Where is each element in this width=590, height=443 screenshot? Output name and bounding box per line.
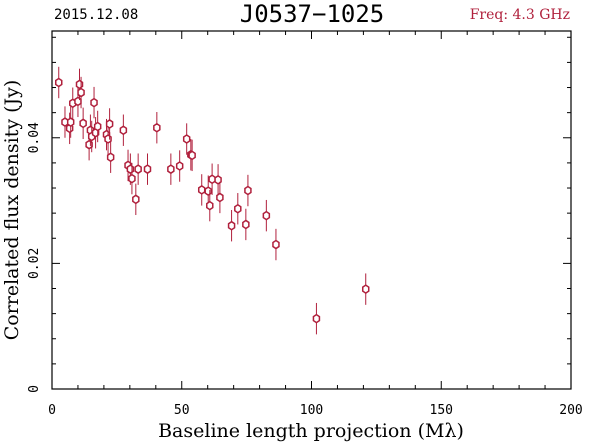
data-point xyxy=(134,153,142,185)
point-marker xyxy=(77,87,85,98)
data-point xyxy=(65,112,74,145)
data-point xyxy=(175,150,184,182)
point-marker xyxy=(216,192,224,203)
data-point xyxy=(132,183,140,216)
point-marker xyxy=(208,174,216,185)
data-point xyxy=(244,174,252,207)
data-point xyxy=(106,141,115,173)
observation-date: 2015.12.08 xyxy=(54,7,138,23)
data-point xyxy=(312,302,321,335)
data-point xyxy=(216,181,224,214)
point-marker xyxy=(66,117,75,127)
data-point xyxy=(79,107,87,140)
point-marker xyxy=(79,118,87,129)
point-marker xyxy=(167,164,175,175)
point-marker xyxy=(75,79,84,90)
data-point xyxy=(90,86,98,119)
point-marker xyxy=(244,185,252,196)
point-marker xyxy=(132,194,140,205)
x-tick-label: 0 xyxy=(48,403,56,418)
point-marker xyxy=(206,200,214,211)
data-point xyxy=(227,210,236,242)
point-marker xyxy=(204,186,212,197)
y-tick-label: 0.02 xyxy=(27,248,42,279)
data-point xyxy=(197,174,206,206)
data-point xyxy=(153,112,161,144)
data-point xyxy=(188,139,196,172)
source-name: J0537−1025 xyxy=(240,0,385,28)
point-marker xyxy=(143,164,152,175)
point-marker xyxy=(175,161,184,171)
point-marker xyxy=(74,96,82,107)
data-point xyxy=(234,193,242,225)
y-tick-label: 0 xyxy=(27,385,42,393)
x-tick-label: 100 xyxy=(300,403,323,418)
data-point xyxy=(143,153,152,185)
point-marker xyxy=(134,164,142,175)
point-marker xyxy=(126,164,135,175)
data-point xyxy=(262,199,271,232)
point-marker xyxy=(188,150,196,161)
point-marker xyxy=(312,313,321,324)
data-point xyxy=(167,153,175,185)
x-axis-label: Baseline length projection (Mλ) xyxy=(158,420,464,442)
point-marker xyxy=(227,220,236,231)
axis-tick-labels: 0 50 100 150 200 0 0.02 0.04 xyxy=(27,122,583,418)
data-point xyxy=(361,273,370,305)
data-point xyxy=(206,189,214,222)
data-point xyxy=(242,208,250,241)
point-marker xyxy=(93,121,102,132)
point-marker xyxy=(272,239,280,250)
data-point xyxy=(204,175,212,207)
point-marker xyxy=(262,210,271,221)
x-tick-label: 50 xyxy=(174,403,190,418)
point-marker xyxy=(54,77,63,88)
point-marker xyxy=(90,97,98,108)
data-point xyxy=(272,228,280,261)
point-marker xyxy=(242,219,250,230)
data-point xyxy=(128,162,136,195)
data-point xyxy=(104,123,112,155)
point-marker xyxy=(361,284,370,295)
data-points xyxy=(54,66,370,335)
x-tick-label: 200 xyxy=(559,403,582,418)
point-marker xyxy=(106,152,115,163)
point-marker xyxy=(234,203,242,214)
point-marker xyxy=(197,185,206,195)
data-point xyxy=(69,87,77,119)
data-point xyxy=(66,106,75,138)
frequency-label: Freq: 4.3 GHz xyxy=(470,7,570,23)
axis-ticks xyxy=(51,31,572,390)
data-point xyxy=(182,123,191,155)
data-point xyxy=(119,114,128,146)
point-marker xyxy=(128,173,136,184)
data-point xyxy=(105,108,114,140)
y-tick-label: 0.04 xyxy=(27,122,42,153)
data-point xyxy=(54,66,63,99)
data-point xyxy=(93,110,102,143)
point-marker xyxy=(105,119,114,129)
plot-frame xyxy=(51,30,572,390)
x-tick-label: 150 xyxy=(430,403,453,418)
point-marker xyxy=(153,122,161,133)
y-axis-label: Correlated flux density (Jy) xyxy=(1,80,23,341)
point-marker xyxy=(182,134,191,144)
data-point xyxy=(77,76,85,109)
point-marker xyxy=(119,125,128,136)
